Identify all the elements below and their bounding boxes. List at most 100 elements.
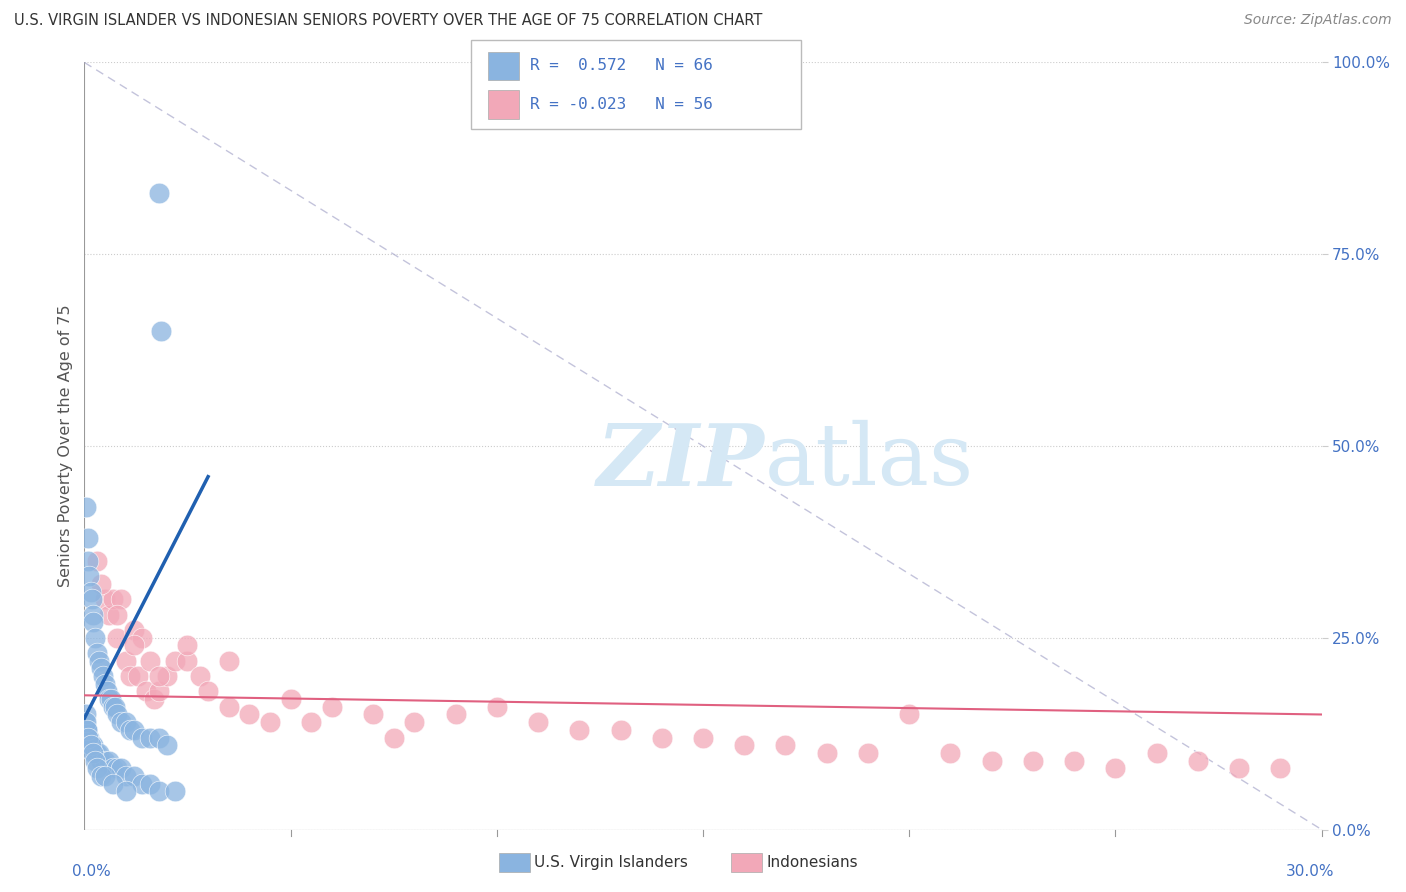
Point: [197, 684, 219, 698]
Point: [77, 731, 100, 745]
Point: [105, 761, 128, 775]
Text: ZIP: ZIP: [598, 419, 765, 503]
Point: [165, 784, 187, 798]
Point: [80, 738, 103, 752]
Point: [980, 754, 1002, 768]
Point: [1227, 761, 1250, 775]
Point: [127, 669, 149, 683]
Point: [75, 500, 97, 515]
Point: [94, 769, 117, 783]
Text: Source: ZipAtlas.com: Source: ZipAtlas.com: [1244, 13, 1392, 28]
Point: [156, 669, 179, 683]
Point: [114, 654, 136, 668]
Text: 30.0%: 30.0%: [1285, 864, 1334, 880]
Point: [82, 615, 104, 630]
Point: [87, 746, 110, 760]
Point: [94, 592, 117, 607]
Point: [165, 654, 187, 668]
Point: [259, 715, 281, 730]
Point: [104, 699, 127, 714]
Point: [733, 738, 755, 752]
Point: [105, 607, 128, 622]
Point: [156, 738, 179, 752]
Point: [148, 684, 170, 698]
Point: [527, 715, 550, 730]
Point: [139, 776, 162, 790]
Text: U.S. Virgin Islanders: U.S. Virgin Islanders: [534, 855, 688, 870]
Point: [75, 707, 97, 722]
Point: [118, 669, 141, 683]
Point: [1146, 746, 1168, 760]
Text: R = -0.023   N = 56: R = -0.023 N = 56: [530, 97, 713, 112]
Point: [94, 677, 117, 691]
Text: atlas: atlas: [765, 420, 974, 503]
Point: [110, 592, 132, 607]
Y-axis label: Seniors Poverty Over the Age of 75: Seniors Poverty Over the Age of 75: [58, 305, 73, 587]
Point: [135, 684, 157, 698]
Point: [939, 746, 962, 760]
Point: [898, 707, 921, 722]
Point: [118, 723, 141, 737]
Point: [76, 723, 98, 737]
Text: 0.0%: 0.0%: [72, 864, 111, 880]
Point: [143, 692, 166, 706]
Point: [82, 738, 104, 752]
Point: [75, 723, 97, 737]
Point: [1022, 754, 1045, 768]
Point: [321, 699, 343, 714]
Point: [856, 746, 879, 760]
Point: [609, 723, 631, 737]
Point: [90, 769, 112, 783]
Point: [404, 715, 426, 730]
Point: [815, 746, 838, 760]
Point: [238, 707, 260, 722]
Text: U.S. VIRGIN ISLANDER VS INDONESIAN SENIORS POVERTY OVER THE AGE OF 75 CORRELATIO: U.S. VIRGIN ISLANDER VS INDONESIAN SENIO…: [14, 13, 762, 29]
Point: [218, 654, 240, 668]
Point: [122, 639, 145, 653]
Point: [103, 761, 125, 775]
Point: [382, 731, 405, 745]
Point: [82, 607, 104, 622]
Point: [86, 746, 108, 760]
Text: Indonesians: Indonesians: [766, 855, 858, 870]
Point: [77, 731, 100, 745]
Point: [79, 569, 101, 583]
Point: [114, 715, 136, 730]
Point: [82, 746, 104, 760]
Point: [86, 761, 108, 775]
Point: [77, 554, 100, 568]
Point: [139, 731, 162, 745]
Point: [122, 623, 145, 637]
Point: [86, 646, 108, 660]
Point: [176, 654, 198, 668]
Point: [1063, 754, 1085, 768]
Point: [444, 707, 467, 722]
Point: [75, 715, 97, 730]
Point: [149, 324, 172, 338]
Point: [280, 692, 302, 706]
Point: [76, 723, 98, 737]
Point: [83, 754, 105, 768]
Point: [485, 699, 508, 714]
Text: R =  0.572   N = 66: R = 0.572 N = 66: [530, 58, 713, 72]
Point: [131, 776, 153, 790]
Point: [114, 769, 136, 783]
Point: [1270, 761, 1292, 775]
Point: [91, 669, 114, 683]
Point: [131, 631, 153, 645]
Point: [90, 577, 112, 591]
Point: [98, 607, 121, 622]
Point: [148, 186, 170, 200]
Point: [148, 731, 170, 745]
Point: [139, 654, 162, 668]
Point: [83, 746, 105, 760]
Point: [79, 738, 101, 752]
Point: [103, 776, 125, 790]
Point: [651, 731, 673, 745]
Point: [79, 738, 101, 752]
Point: [79, 584, 101, 599]
Point: [76, 731, 98, 745]
Point: [131, 731, 153, 745]
Point: [83, 631, 105, 645]
Point: [100, 692, 122, 706]
